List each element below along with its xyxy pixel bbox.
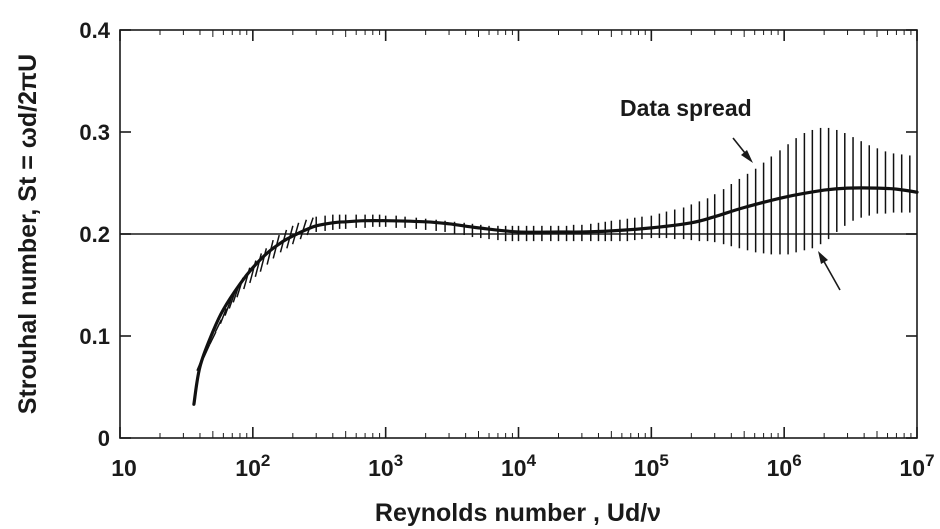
- x-tick-label: 103: [368, 451, 403, 481]
- x-axis-title: Reynolds number , Ud/ν: [375, 499, 661, 527]
- y-tick-labels: 0 0.1 0.2 0.3 0.4: [79, 18, 110, 451]
- data-spread-bars: [196, 127, 911, 371]
- y-tick-label: 0.4: [79, 18, 110, 43]
- spread-bar: [219, 308, 228, 325]
- x-tick-label: 107: [899, 451, 934, 481]
- spread-bar: [214, 319, 223, 333]
- y-tick-label: 0.3: [79, 120, 110, 145]
- major-ticks: [119, 29, 918, 439]
- spread-bar: [209, 331, 217, 345]
- y-axis-title: Strouhal number, St = ωd/2πU: [14, 54, 42, 414]
- spread-bar: [224, 299, 232, 316]
- y-tick-label: 0.2: [79, 222, 110, 247]
- x-tick-label: 104: [501, 451, 537, 481]
- y-tick-label: 0.1: [79, 324, 110, 349]
- x-tick-labels: 10 102 103 104 105 106 107: [111, 451, 934, 481]
- minor-ticks: [159, 30, 912, 438]
- annotation-arrow-lower: [818, 251, 841, 291]
- x-tick-label: 105: [634, 451, 669, 481]
- spread-bar: [254, 253, 263, 278]
- x-tick-label: 10: [111, 455, 137, 481]
- annotation-arrow-upper: [732, 137, 753, 163]
- annotation-data-spread: Data spread: [620, 95, 752, 121]
- spread-bar: [259, 248, 268, 272]
- y-tick-label: 0: [98, 426, 110, 451]
- x-tick-label: 102: [235, 451, 270, 481]
- x-tick-label: 106: [767, 451, 802, 481]
- strouhal-curve: [192, 186, 919, 406]
